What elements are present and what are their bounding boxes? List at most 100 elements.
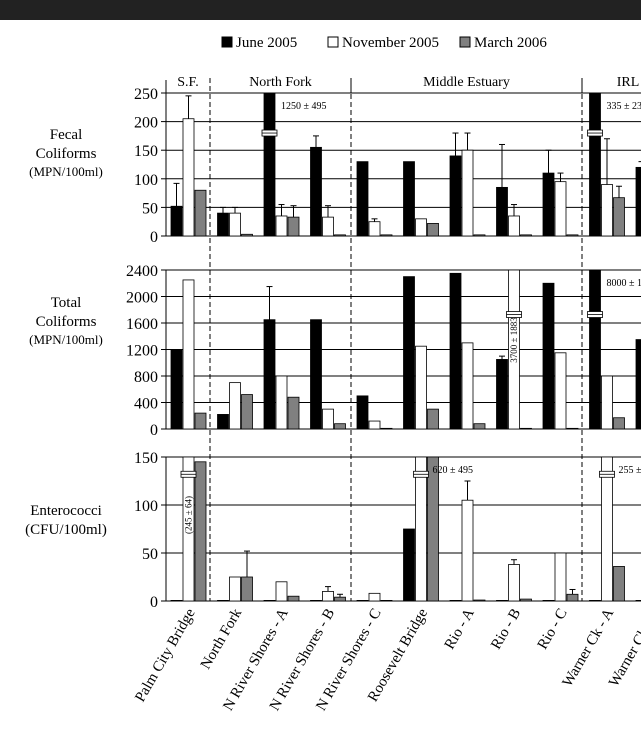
panel-2-break-value-label: 255 ± 35 xyxy=(619,465,641,476)
panel-2-bar-november-2005-n-river-shores-c xyxy=(368,592,381,602)
total-coliforms-axis-label: Total Coliforms (MPN/100ml) xyxy=(6,294,126,348)
panel-0-bar-november-2005-north-fork xyxy=(229,212,241,237)
panel-2-bar-november-2005-north-fork xyxy=(229,576,241,602)
panel-0-bar-june-2005-warner-ck-a xyxy=(589,92,601,237)
panel-1-tick-label: 1200 xyxy=(126,343,158,360)
panel-2-bar-march-2006-n-river-shores-c xyxy=(380,600,393,602)
panel-2-bar-june-2005-rio-b xyxy=(496,600,508,602)
panel-2-bar-november-2005-warner-ck-a xyxy=(601,456,613,602)
panel-1-bar-june-2005-north-fork xyxy=(217,414,229,430)
panel-2-bar-march-2006-palm-city-bridge xyxy=(194,461,207,602)
panel-2-bar-june-2005-warner-ck-b xyxy=(635,600,641,602)
panel-0-bar-march-2006-palm-city-bridge xyxy=(194,189,207,237)
legend-label-november-2005: November 2005 xyxy=(342,35,439,51)
panel-1-bar-november-2005-rio-c xyxy=(554,352,567,430)
panel-1-bar-november-2005-n-river-shores-b xyxy=(322,408,334,430)
panel-0-bar-november-2005-palm-city-bridge xyxy=(182,118,195,237)
panel-2-tick-label: 50 xyxy=(142,546,158,563)
legend-swatch-june-2005 xyxy=(221,36,233,48)
panel-2-break-value-label: 620 ± 495 xyxy=(433,465,474,476)
panel-2-bar-june-2005-palm-city-bridge xyxy=(170,600,183,602)
fecal-label-unit: (MPN/100ml) xyxy=(29,163,103,179)
panel-1-bar-june-2005-warner-ck-a xyxy=(589,269,601,430)
panel-0-bar-march-2006-rio-b xyxy=(520,234,532,237)
panel-0-tick-label: 50 xyxy=(142,200,158,217)
panel-0-bar-march-2006-n-river-shores-a xyxy=(287,216,300,237)
panel-2-bar-march-2006-roosevelt-bridge xyxy=(427,456,439,602)
panel-0-bar-march-2006-rio-a xyxy=(473,234,486,237)
panel-0-bar-june-2005-n-river-shores-a xyxy=(263,92,276,237)
panel-0-break-value-label: 1250 ± 495 xyxy=(281,101,327,112)
panel-1-bar-november-2005-roosevelt-bridge xyxy=(415,345,427,430)
total-label-unit: (MPN/100ml) xyxy=(29,331,103,347)
entero-label-line-1: Enterococci xyxy=(30,503,102,519)
panel-0-tick-label: 200 xyxy=(134,115,158,132)
panel-0-bar-november-2005-rio-a xyxy=(461,149,474,237)
category-label-north-fork: North Fork xyxy=(198,606,246,673)
total-label-line-2: Coliforms xyxy=(35,313,97,330)
panel-0-bar-march-2006-n-river-shores-b xyxy=(334,234,346,237)
fecal-label-line-1: Fecal xyxy=(49,127,83,143)
panel-2-bar-june-2005-rio-c xyxy=(542,600,555,602)
panel-1-tick-label: 400 xyxy=(134,396,158,413)
panel-0-bar-june-2005-warner-ck-b xyxy=(635,166,641,237)
panel-0-bar-march-2006-n-river-shores-c xyxy=(380,234,393,237)
panel-0-bar-march-2006-rio-c xyxy=(566,234,579,237)
panel-0-bar-june-2005-palm-city-bridge xyxy=(170,205,183,237)
panel-2-tick-label: 100 xyxy=(134,498,158,515)
panel-1-bar-june-2005-n-river-shores-b xyxy=(310,319,322,430)
region-label-irl: IRL xyxy=(617,75,640,90)
panel-0-bar-march-2006-roosevelt-bridge xyxy=(427,223,439,237)
panel-0-tick-label: 0 xyxy=(150,229,158,246)
panel-1-bar-june-2005-rio-b xyxy=(496,359,508,430)
panel-1-bar-march-2006-palm-city-bridge xyxy=(194,412,207,430)
panel-2-bar-march-2006-rio-c xyxy=(566,593,579,602)
panel-2-bar-june-2005-warner-ck-a xyxy=(589,600,601,602)
panel-1-bar-november-2005-rio-b xyxy=(508,269,520,430)
panel-1-tick-label: 800 xyxy=(134,369,158,386)
fecal-label-line-2: Coliforms xyxy=(35,145,97,162)
panel-0-bar-november-2005-n-river-shores-c xyxy=(368,221,381,237)
panel-0-tick-label: 150 xyxy=(134,143,158,160)
legend-swatch-november-2005 xyxy=(327,36,339,48)
panel-2-bar-march-2006-rio-b xyxy=(520,598,532,602)
category-label-palm-city-bridge: Palm City Bridge xyxy=(132,606,199,705)
panel-1-tick-label: 2000 xyxy=(126,290,158,307)
panel-2-bar-november-2005-n-river-shores-a xyxy=(275,581,288,602)
panel-0-bar-june-2005-roosevelt-bridge xyxy=(403,161,415,237)
fecal-coliforms-axis-label: Fecal Coliforms (MPN/100ml) xyxy=(6,126,126,180)
panel-1-bar-november-2005-warner-ck-a xyxy=(601,375,613,430)
panel-1-bar-june-2005-n-river-shores-a xyxy=(263,319,276,430)
category-label-rio-c: Rio - C xyxy=(535,606,571,652)
panel-2-bar-november-2005-n-river-shores-b xyxy=(322,591,334,602)
panel-1-bar-june-2005-rio-a xyxy=(449,272,462,430)
panel-1-bar-june-2005-roosevelt-bridge xyxy=(403,276,415,430)
region-label-middle-estuary: Middle Estuary xyxy=(423,75,510,90)
panel-0-break-value-label: 335 ± 233 xyxy=(607,101,641,112)
panel-1-bar-june-2005-warner-ck-b xyxy=(635,339,641,430)
panel-0-bar-june-2005-rio-c xyxy=(542,172,555,237)
panel-2-bar-june-2005-north-fork xyxy=(217,600,229,602)
panel-1-break-value-label: 3700 ± 1883 xyxy=(509,317,519,363)
total-label-line-1: Total xyxy=(50,295,82,311)
panel-1-break-value-label: 8000 ± 1414 xyxy=(607,278,641,289)
panel-2-bar-march-2006-n-river-shores-b xyxy=(334,596,346,602)
panel-0-bar-november-2005-rio-c xyxy=(554,181,567,237)
panel-0-bar-june-2005-rio-b xyxy=(496,186,508,237)
panel-1-tick-label: 0 xyxy=(150,422,158,439)
panel-2-bar-november-2005-roosevelt-bridge xyxy=(415,456,427,602)
panel-1-bar-november-2005-rio-a xyxy=(461,342,474,430)
entero-label-unit: (CFU/100ml) xyxy=(25,521,107,538)
panel-1-bar-november-2005-north-fork xyxy=(229,382,241,430)
panel-0-bar-june-2005-north-fork xyxy=(217,212,229,237)
panel-2-bar-march-2006-rio-a xyxy=(473,599,486,602)
panel-1-bar-march-2006-roosevelt-bridge xyxy=(427,408,439,430)
panel-1-bar-june-2005-n-river-shores-c xyxy=(356,395,369,430)
panel-0-tick-label: 100 xyxy=(134,172,158,189)
enterococci-axis-label: Enterococci (CFU/100ml) xyxy=(6,502,126,540)
panel-1-bar-march-2006-n-river-shores-c xyxy=(380,427,393,430)
panel-2-bar-june-2005-n-river-shores-b xyxy=(310,600,322,602)
panel-0-bar-november-2005-warner-ck-a xyxy=(601,184,613,237)
panel-2-bar-march-2006-warner-ck-a xyxy=(613,566,625,602)
